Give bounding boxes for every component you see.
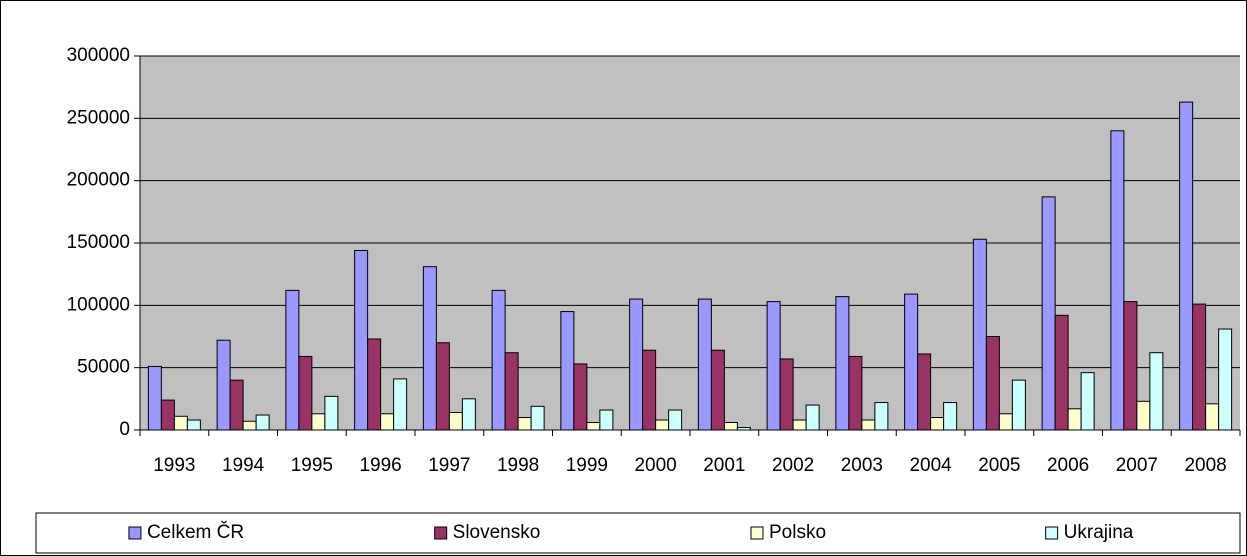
x-tick-label: 1995 xyxy=(291,455,333,476)
x-tick-label: 2007 xyxy=(1116,455,1158,476)
bar xyxy=(930,417,945,431)
bar xyxy=(504,352,519,431)
bar xyxy=(186,419,201,431)
bar xyxy=(655,419,670,431)
bar xyxy=(710,349,725,431)
bar xyxy=(917,353,932,431)
bar xyxy=(668,409,683,431)
bar xyxy=(573,363,588,431)
x-tick-label: 2000 xyxy=(634,455,676,476)
bar xyxy=(461,398,476,431)
bar xyxy=(1080,372,1095,431)
bar xyxy=(422,266,437,431)
x-tick-label: 2006 xyxy=(1047,455,1089,476)
bar xyxy=(160,399,175,431)
bar xyxy=(1192,303,1207,431)
bar xyxy=(242,420,257,431)
legend-label: Ukrajina xyxy=(1064,522,1134,543)
bar xyxy=(998,413,1013,431)
bar xyxy=(1218,328,1233,431)
bar xyxy=(1149,352,1164,431)
bar xyxy=(530,405,545,431)
bar xyxy=(324,395,339,431)
bar xyxy=(904,293,919,431)
bar xyxy=(779,358,794,431)
bar xyxy=(380,413,395,431)
bar xyxy=(393,378,408,431)
bar xyxy=(517,417,532,431)
y-tick-label: 150000 xyxy=(67,232,130,253)
bar xyxy=(972,238,987,431)
bar xyxy=(1041,196,1056,431)
y-tick-label: 300000 xyxy=(67,45,130,66)
bar xyxy=(805,404,820,431)
legend-label: Polsko xyxy=(769,522,826,543)
bar xyxy=(229,379,244,431)
y-tick-label: 100000 xyxy=(67,294,130,315)
legend-swatch xyxy=(128,526,142,540)
x-tick-label: 2001 xyxy=(703,455,745,476)
bar xyxy=(173,415,188,431)
bar xyxy=(298,355,313,431)
bar xyxy=(1179,101,1194,431)
legend-label: Celkem ČR xyxy=(147,521,244,543)
bar xyxy=(1011,379,1026,431)
legend-box xyxy=(35,512,1241,554)
bar xyxy=(1123,301,1138,431)
y-tick-label: 200000 xyxy=(67,170,130,191)
bar xyxy=(766,301,781,431)
bar xyxy=(560,311,575,431)
bar xyxy=(861,419,876,431)
bar xyxy=(285,289,300,431)
bar xyxy=(1067,408,1082,431)
bar xyxy=(311,413,326,431)
legend-swatch xyxy=(1045,526,1059,540)
x-tick-label: 1996 xyxy=(359,455,401,476)
bar xyxy=(1205,403,1220,431)
x-tick-label: 1997 xyxy=(428,455,470,476)
bar xyxy=(255,414,270,431)
bar xyxy=(848,355,863,431)
x-tick-label: 2005 xyxy=(978,455,1020,476)
bar xyxy=(354,249,369,431)
x-tick-label: 2003 xyxy=(841,455,883,476)
bar xyxy=(1136,400,1151,431)
bar xyxy=(697,298,712,431)
x-tick-label: 1999 xyxy=(566,455,608,476)
bar xyxy=(1110,130,1125,431)
bar xyxy=(874,402,889,431)
y-tick-label: 50000 xyxy=(77,357,130,378)
x-tick-label: 2008 xyxy=(1184,455,1226,476)
bar xyxy=(599,409,614,431)
bar xyxy=(835,296,850,431)
bar xyxy=(985,336,1000,431)
bar xyxy=(943,402,958,431)
legend-swatch xyxy=(434,526,448,540)
bar xyxy=(435,342,450,431)
legend-swatch xyxy=(750,526,764,540)
x-tick-label: 2004 xyxy=(909,455,952,476)
bar xyxy=(723,422,738,431)
bar xyxy=(629,298,644,431)
bar xyxy=(147,365,162,431)
x-tick-label: 1993 xyxy=(153,455,195,476)
bar xyxy=(1054,314,1069,431)
bar xyxy=(216,339,231,431)
bar xyxy=(642,349,657,431)
bar xyxy=(792,419,807,431)
bar xyxy=(491,289,506,431)
bar xyxy=(586,422,601,431)
legend-label: Slovensko xyxy=(453,522,541,543)
x-tick-label: 1998 xyxy=(497,455,539,476)
x-tick-label: 2002 xyxy=(772,455,814,476)
x-tick-label: 1994 xyxy=(222,455,265,476)
y-tick-label: 0 xyxy=(119,419,130,440)
y-tick-label: 250000 xyxy=(67,107,130,128)
bar xyxy=(367,338,382,431)
bar xyxy=(448,412,463,431)
